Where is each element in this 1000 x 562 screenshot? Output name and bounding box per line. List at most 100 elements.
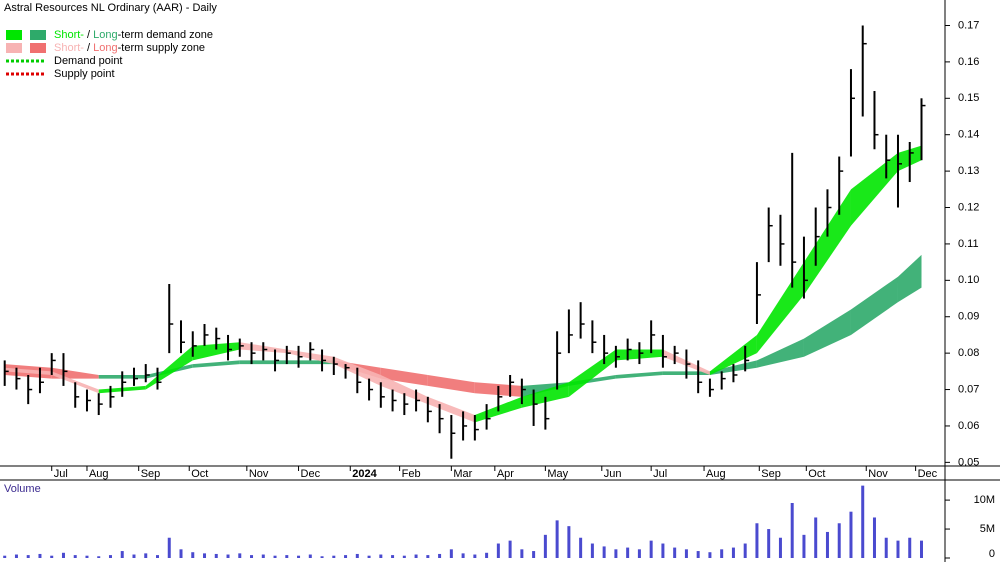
volume-bar bbox=[743, 543, 747, 558]
volume-bar bbox=[626, 547, 630, 558]
x-tick-label: Jul bbox=[653, 468, 667, 480]
volume-bar bbox=[120, 551, 124, 558]
volume-bar bbox=[308, 554, 312, 558]
x-tick-label: Sep bbox=[141, 468, 161, 480]
volume-bar bbox=[97, 556, 101, 558]
long-term-zone bbox=[850, 276, 898, 335]
long-term-zone bbox=[756, 338, 804, 368]
volume-bar bbox=[696, 551, 700, 558]
volume-bar bbox=[579, 537, 583, 558]
y-tick-label: 0.05 bbox=[958, 456, 979, 468]
volume-bar bbox=[814, 517, 818, 558]
x-tick-label: Nov bbox=[249, 468, 269, 480]
volume-bar bbox=[402, 555, 406, 558]
volume-bar bbox=[508, 540, 512, 558]
volume-bar bbox=[908, 537, 912, 558]
y-tick-label: 0 bbox=[989, 548, 995, 560]
volume-bar bbox=[3, 555, 7, 558]
volume-bar bbox=[367, 555, 371, 558]
legend-text: Short- bbox=[54, 29, 84, 41]
y-tick-label: 0.11 bbox=[958, 238, 979, 250]
volume-bar bbox=[73, 555, 77, 558]
chart-title: Astral Resources NL Ordinary (AAR) - Dai… bbox=[4, 2, 217, 14]
short-term-zone bbox=[850, 152, 898, 226]
short-term-zone bbox=[803, 189, 851, 295]
legend-text: Supply point bbox=[54, 68, 115, 80]
volume-bar bbox=[167, 537, 171, 558]
long-term-zone bbox=[615, 371, 663, 379]
volume-bar bbox=[896, 540, 900, 558]
volume-bar bbox=[684, 549, 688, 558]
volume-bar bbox=[191, 552, 195, 558]
long-term-zone bbox=[897, 254, 922, 303]
volume-bar bbox=[567, 526, 571, 558]
volume-bar bbox=[731, 547, 735, 558]
legend-text: / bbox=[84, 29, 93, 41]
volume-bar bbox=[614, 549, 618, 558]
volume-bar bbox=[555, 520, 559, 558]
y-tick-label: 0.14 bbox=[958, 129, 979, 141]
legend-label: Short- / Long-term supply zone bbox=[54, 42, 205, 54]
volume-bar bbox=[108, 555, 112, 558]
volume-bar bbox=[755, 523, 759, 558]
x-tick-label: Dec bbox=[301, 468, 321, 480]
volume-bar bbox=[649, 540, 653, 558]
volume-bar bbox=[391, 555, 395, 558]
x-tick-label: Feb bbox=[402, 468, 421, 480]
legend-label: Short- / Long-term demand zone bbox=[54, 29, 213, 41]
y-tick-label: 0.16 bbox=[958, 56, 979, 68]
volume-bar bbox=[473, 554, 477, 558]
volume-bar bbox=[720, 549, 724, 558]
volume-label: Volume bbox=[4, 483, 41, 495]
short-term-zone bbox=[756, 262, 804, 354]
volume-bar bbox=[825, 531, 829, 558]
volume-bar bbox=[661, 543, 665, 558]
y-tick-label: 0.17 bbox=[958, 19, 979, 31]
legend-text: / bbox=[84, 42, 93, 54]
volume-bar bbox=[238, 553, 242, 558]
volume-bar bbox=[203, 553, 207, 558]
volume-bar bbox=[50, 555, 54, 558]
long-term-zone bbox=[803, 309, 851, 357]
x-tick-label: Jul bbox=[54, 468, 68, 480]
volume-bar bbox=[250, 555, 254, 558]
volume-bar bbox=[214, 553, 218, 558]
volume-bar bbox=[344, 555, 348, 558]
y-tick-label: 10M bbox=[974, 494, 995, 506]
legend-text: Long bbox=[93, 42, 117, 54]
x-tick-label: Aug bbox=[89, 468, 109, 480]
volume-bar bbox=[673, 547, 677, 558]
legend-label: Demand point bbox=[54, 55, 123, 67]
volume-bar bbox=[132, 554, 136, 558]
volume-bar bbox=[637, 549, 641, 558]
legend-text: -term supply zone bbox=[118, 42, 205, 54]
x-tick-label: May bbox=[547, 468, 568, 480]
y-tick-label: 0.10 bbox=[958, 274, 979, 286]
legend-swatch bbox=[6, 30, 22, 40]
volume-bar bbox=[355, 553, 359, 558]
legend-text: Demand point bbox=[54, 55, 123, 67]
volume-bar bbox=[778, 537, 782, 558]
x-tick-label: Nov bbox=[868, 468, 888, 480]
volume-bar bbox=[837, 523, 841, 558]
volume-bar bbox=[872, 517, 876, 558]
x-tick-label: Apr bbox=[497, 468, 514, 480]
volume-bar bbox=[144, 553, 148, 558]
long-term-zone bbox=[192, 360, 240, 368]
legend-swatch bbox=[30, 30, 46, 40]
y-tick-label: 0.06 bbox=[958, 420, 979, 432]
legend-text: -term demand zone bbox=[118, 29, 213, 41]
volume-bar bbox=[273, 555, 277, 558]
volume-bar bbox=[485, 552, 489, 558]
volume-bar bbox=[532, 551, 536, 558]
legend-label: Supply point bbox=[54, 68, 115, 80]
long-term-zone bbox=[239, 360, 287, 365]
volume-bar bbox=[297, 555, 301, 558]
y-tick-label: 5M bbox=[980, 523, 995, 535]
x-tick-label: 2024 bbox=[352, 468, 377, 480]
volume-bar bbox=[790, 503, 794, 558]
y-tick-label: 0.13 bbox=[958, 165, 979, 177]
x-tick-label: Mar bbox=[453, 468, 472, 480]
legend-text: Short- bbox=[54, 42, 84, 54]
